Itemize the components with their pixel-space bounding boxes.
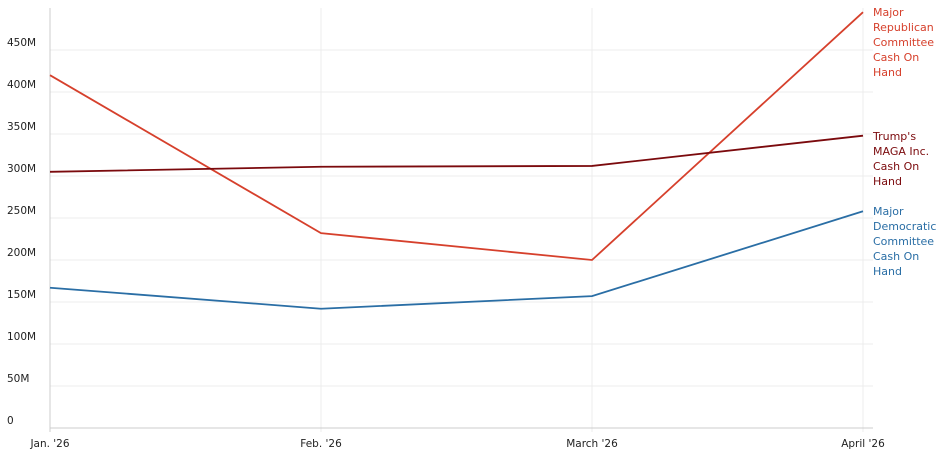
series-line <box>49 11 864 261</box>
y-tick-label: 400M <box>7 79 36 91</box>
x-tick-label: Feb. '26 <box>300 438 342 450</box>
y-tick-label: 300M <box>7 163 36 175</box>
series-line <box>49 210 864 310</box>
x-tick-label: March '26 <box>566 438 618 450</box>
x-tick-label: April '26 <box>841 438 885 450</box>
y-tick-label: 350M <box>7 121 36 133</box>
y-tick-label: 0 <box>7 415 14 427</box>
y-tick-label: 250M <box>7 205 36 217</box>
series-line <box>49 134 864 173</box>
series-label: Trump's MAGA Inc. Cash On Hand <box>873 129 930 188</box>
y-tick-label: 450M <box>7 37 36 49</box>
y-tick-label: 150M <box>7 289 36 301</box>
y-tick-label: 100M <box>7 331 36 343</box>
series-label: Major Democratic Committee Cash On Hand <box>873 205 937 279</box>
y-tick-label: 200M <box>7 247 36 259</box>
series-label: Major Republican Committee Cash On Hand <box>873 6 935 80</box>
y-tick-label: 50M <box>7 373 29 385</box>
x-tick-label: Jan. '26 <box>29 438 69 450</box>
